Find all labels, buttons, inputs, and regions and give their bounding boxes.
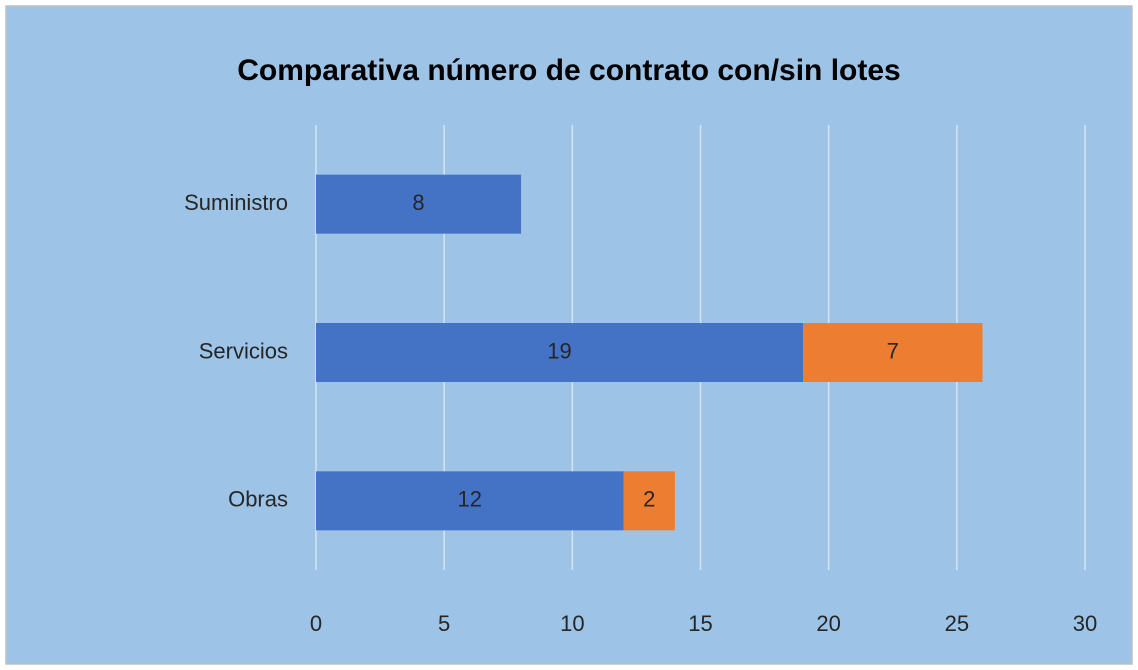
data-label: 8 xyxy=(412,190,424,215)
x-tick-label: 5 xyxy=(438,611,450,636)
x-tick-label: 15 xyxy=(688,611,712,636)
x-tick-label: 20 xyxy=(816,611,840,636)
chart-title: Comparativa número de contrato con/sin l… xyxy=(237,54,900,87)
x-tick-label: 25 xyxy=(945,611,969,636)
y-tick-label: Suministro xyxy=(184,190,288,215)
x-tick-label: 30 xyxy=(1073,611,1097,636)
bar-segment xyxy=(316,471,624,531)
bar-segment xyxy=(316,174,522,234)
x-tick-label: 0 xyxy=(310,611,322,636)
data-label: 19 xyxy=(547,338,571,363)
data-label: 12 xyxy=(458,487,482,512)
data-label: 7 xyxy=(887,338,899,363)
y-tick-label: Servicios xyxy=(199,338,288,363)
bar-segment xyxy=(623,471,675,531)
bar-segment xyxy=(803,323,983,382)
y-tick-label: Obras xyxy=(228,487,288,512)
data-label: 2 xyxy=(643,487,655,512)
bar-segment xyxy=(316,323,804,382)
x-tick-label: 10 xyxy=(560,611,584,636)
